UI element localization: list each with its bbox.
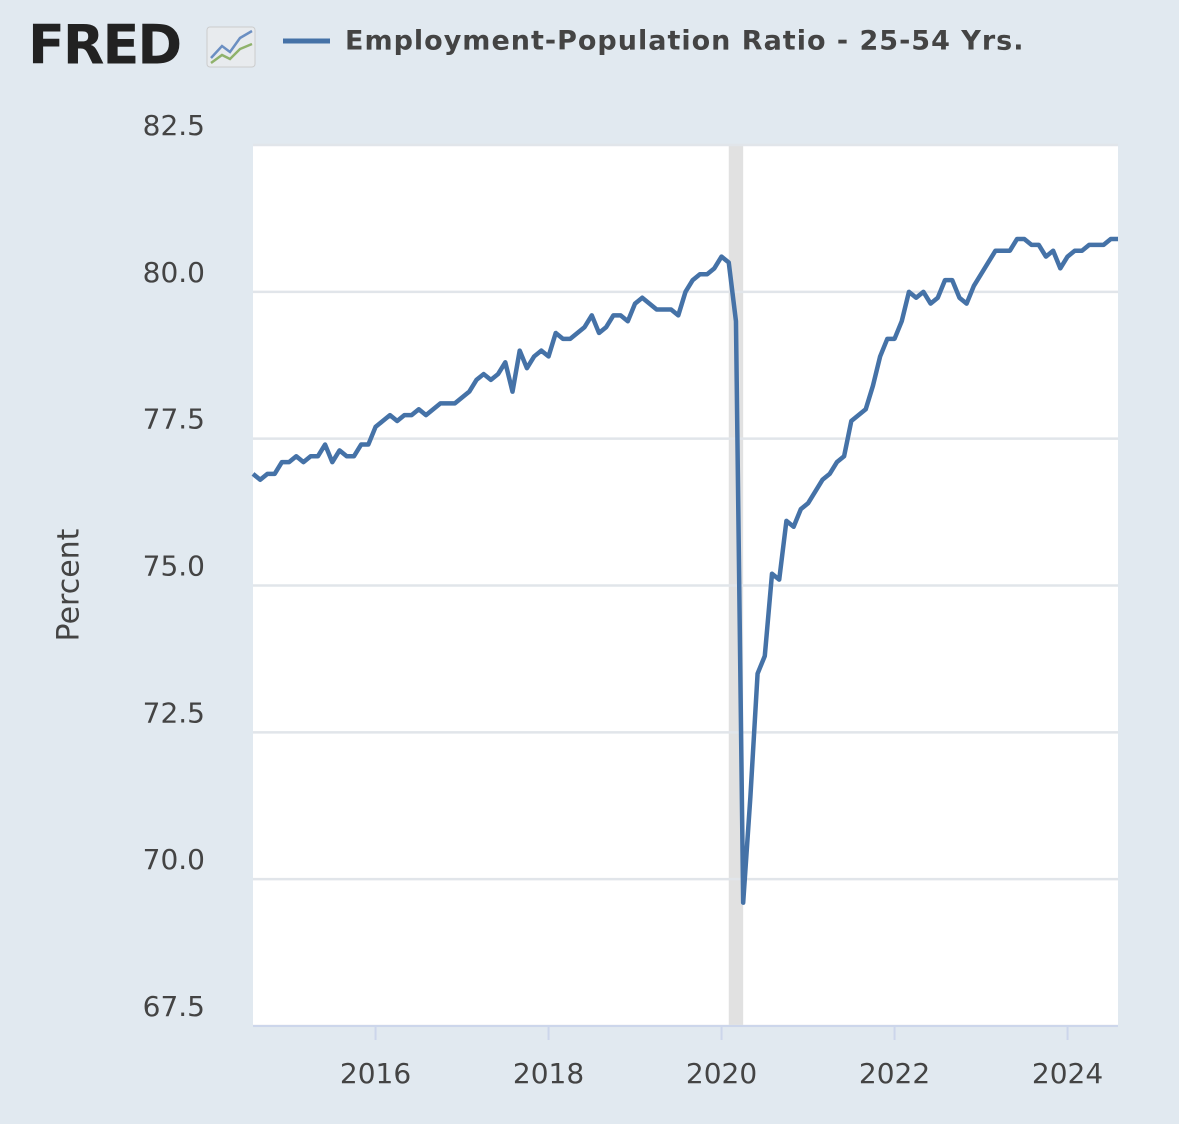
logo: FRED — [28, 14, 180, 77]
y-tick-label: 80.0 — [143, 256, 205, 289]
y-tick-label: 67.5 — [143, 990, 205, 1023]
y-tick-label: 77.5 — [143, 403, 205, 436]
x-tick-label: 2020 — [686, 1057, 757, 1090]
y-axis-label: Percent — [52, 528, 87, 641]
x-tick-label: 2024 — [1032, 1057, 1103, 1090]
y-tick-label: 72.5 — [143, 696, 205, 729]
legend-label: Employment-Population Ratio - 25-54 Yrs. — [345, 26, 1024, 57]
y-tick-label: 82.5 — [143, 109, 205, 142]
y-tick-label: 70.0 — [143, 843, 205, 876]
data-line — [251, 236, 1118, 905]
logo-icon — [206, 26, 256, 68]
x-tick-label: 2022 — [859, 1057, 930, 1090]
y-tick-label: 75.0 — [143, 550, 205, 583]
x-tick-label: 2016 — [340, 1057, 411, 1090]
x-tick-label: 2018 — [513, 1057, 584, 1090]
